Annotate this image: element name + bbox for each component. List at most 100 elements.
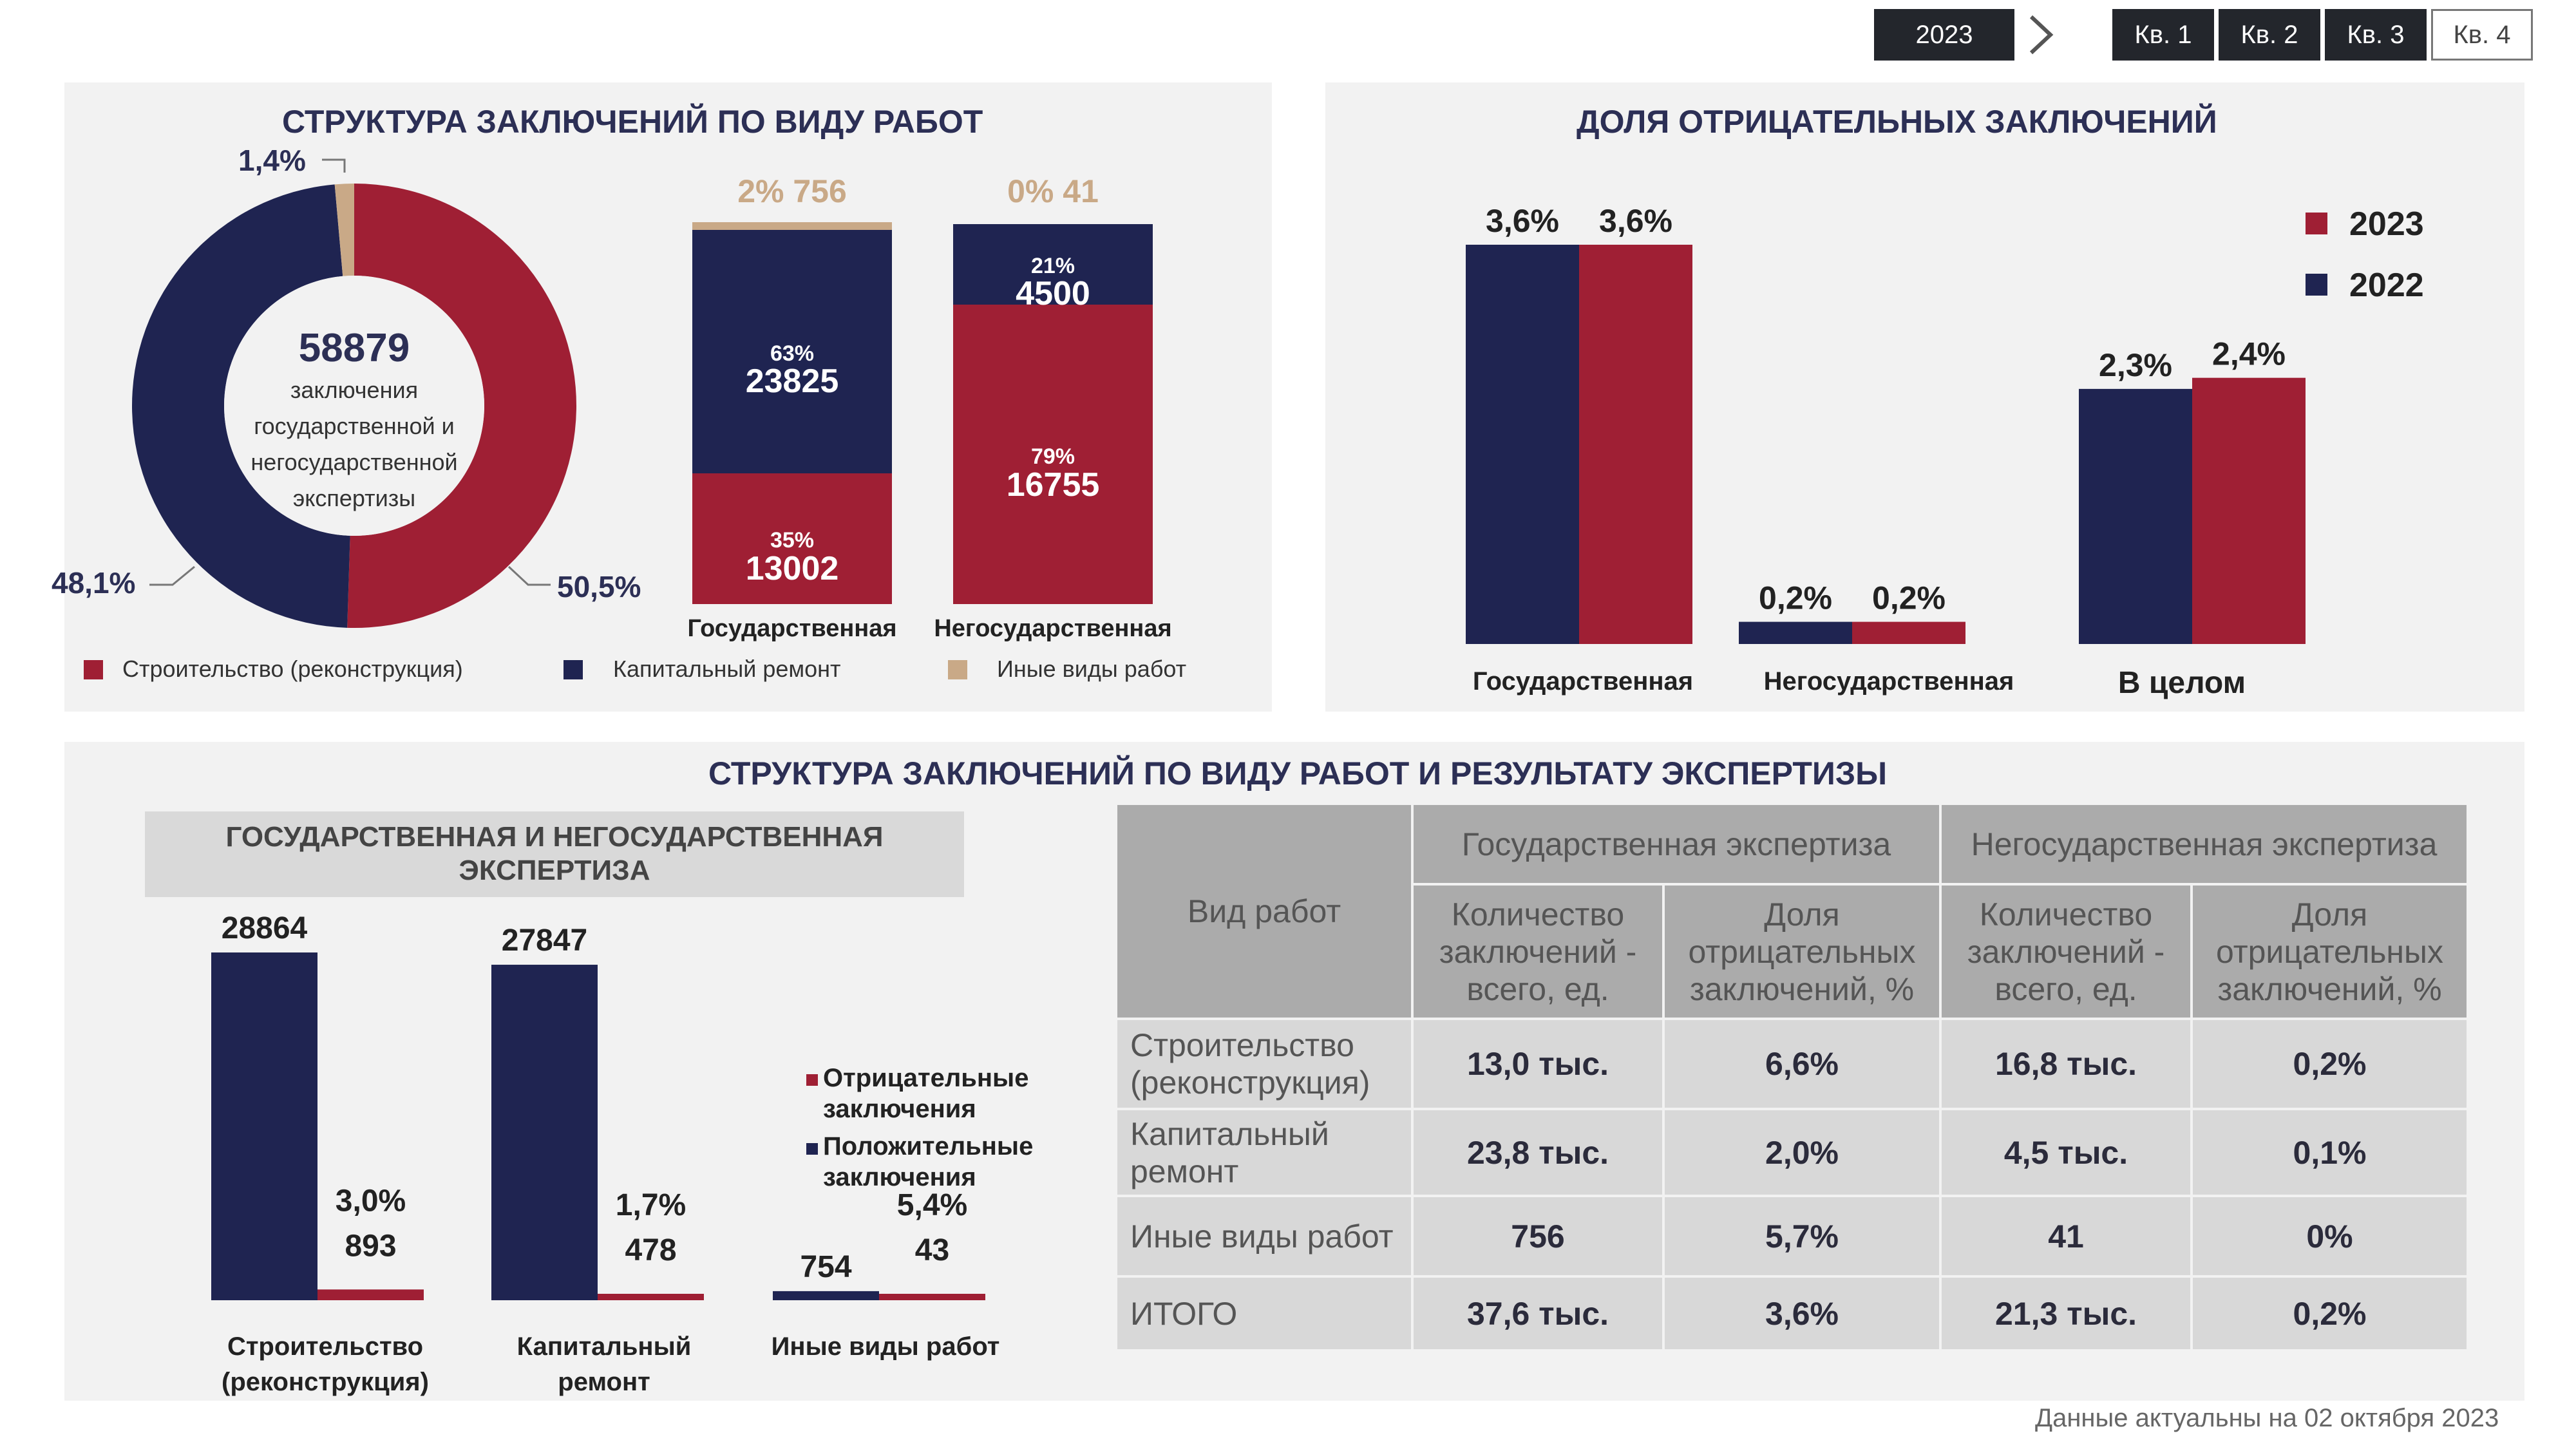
category-label: (реконструкция) — [222, 1368, 429, 1396]
stack-nongov-top-label: 0% 41 — [1007, 173, 1099, 209]
legend-label-2023: 2023 — [2349, 205, 2424, 243]
table-subheader-line: Количество — [1979, 896, 2153, 933]
quarter-button-4[interactable]: Кв. 4 — [2431, 9, 2533, 61]
bottom-title: СТРУКТУРА ЗАКЛЮЧЕНИЙ ПО ВИДУ РАБОТ И РЕЗ… — [708, 755, 1888, 791]
bar-2023-2 — [2192, 377, 2306, 644]
bar-positive-1 — [491, 965, 598, 1300]
stack-gov-repair-val: 23825 — [745, 363, 839, 400]
donut-segment-construction — [347, 184, 576, 628]
negative-share-chart: 3,6% 3,6% Государственная 0,2% 0,2% Негосудар… — [1325, 82, 2524, 712]
stack-gov-repair-pct: 63% — [770, 341, 815, 366]
stack-gov-top-label: 2% 756 — [737, 173, 847, 209]
table-cell: 756 — [1414, 1195, 1665, 1275]
stack-gov-repair — [692, 230, 892, 473]
donut-label-other: 1,4% — [238, 144, 306, 177]
table-cell: 6,6% — [1665, 1018, 1942, 1108]
legend-swatch-positive — [806, 1143, 818, 1155]
stack-gov-constr-val: 13002 — [745, 550, 839, 587]
negative-value-label: 478 — [625, 1233, 676, 1267]
year-selector[interactable]: 2023 — [1874, 9, 2014, 61]
chevron-right-icon[interactable] — [2022, 9, 2061, 61]
bar-value-label: 3,6% — [1599, 203, 1672, 239]
negative-value-label: 43 — [915, 1233, 949, 1267]
table-subheader-gov-count: Количество заключений - всего, ед. — [1414, 886, 1665, 1018]
table-cell: 41 — [1942, 1195, 2193, 1275]
positive-value-label: 28864 — [222, 911, 308, 945]
category-label: Иные виды работ — [772, 1332, 1000, 1361]
table-subheader-line: заключений - — [1439, 933, 1637, 970]
table-subheader-line: Доля — [1764, 896, 1840, 933]
legend-label-negative-2: заключения — [823, 1095, 976, 1123]
table-subheader-line: заключений - — [1967, 933, 2165, 970]
category-label: Капитальный — [517, 1332, 692, 1361]
category-label: Негосударственная — [1764, 667, 2014, 696]
table-row-label-line: ИТОГО — [1130, 1295, 1238, 1332]
bar-2022-2 — [2079, 388, 2192, 644]
table-row-label: ИТОГО — [1117, 1275, 1414, 1349]
donut-label-construction: 50,5% — [557, 570, 641, 603]
table-cell: 0,2% — [2193, 1275, 2467, 1349]
negative-pct-label: 1,7% — [616, 1188, 686, 1222]
table-cell: 0,1% — [2193, 1108, 2467, 1195]
table-cell: 0% — [2193, 1195, 2467, 1275]
table-cell: 37,6 тыс. — [1414, 1275, 1665, 1349]
legend-swatch-2022 — [2306, 274, 2327, 296]
table-cell: 16,8 тыс. — [1942, 1018, 2193, 1108]
stack-nongov-construction — [953, 305, 1153, 604]
stack-nongov-repair — [953, 224, 1153, 305]
table-row-label: Капитальный ремонт — [1117, 1108, 1414, 1195]
stack-gov-category: Государственная — [687, 615, 897, 642]
table-cell: 0,2% — [2193, 1018, 2467, 1108]
legend-label-repair: Капитальный ремонт — [613, 656, 841, 682]
table-subheader-gov-share: Доля отрицательных заключений, % — [1665, 886, 1942, 1018]
result-table: Вид работ Государственная экспертиза Нег… — [1117, 805, 2467, 1349]
quarter-button-3[interactable]: Кв. 3 — [2325, 9, 2427, 61]
bar-positive-0 — [211, 952, 317, 1300]
negative-pct-label: 3,0% — [336, 1184, 406, 1218]
bar-negative-2 — [879, 1294, 985, 1300]
donut-center-line1: заключения — [290, 377, 419, 403]
table-subheader-line: заключений, % — [2217, 971, 2442, 1007]
bar-value-label: 3,6% — [1486, 203, 1559, 239]
stack-nongov-repair-pct: 21% — [1030, 254, 1075, 278]
legend-label-2022: 2022 — [2349, 267, 2424, 304]
negative-title: ДОЛЯ ОТРИЦАТЕЛЬНЫХ ЗАКЛЮЧЕНИЙ — [1577, 104, 2217, 140]
donut-center-line3: негосударственной — [251, 449, 458, 475]
bar-value-label: 0,2% — [1759, 580, 1832, 616]
result-bar-chart: 28864 3,0% 893 Строительство (реконструкция)… — [64, 742, 1117, 1401]
table-row-label-line: Иные виды работ — [1130, 1218, 1394, 1255]
quarter-button-1[interactable]: Кв. 1 — [2112, 9, 2214, 61]
table-subheader-line: всего, ед. — [1994, 971, 2137, 1007]
bottom-subheader — [145, 811, 964, 897]
structure-title: СТРУКТУРА ЗАКЛЮЧЕНИЙ ПО ВИДУ РАБОТ — [282, 104, 983, 140]
legend-label-negative-1: Отрицательные — [823, 1064, 1029, 1092]
table-header-nongov: Негосударственная экспертиза — [1942, 805, 2467, 886]
stack-gov-other — [692, 222, 892, 230]
stack-gov-construction — [692, 473, 892, 604]
table-cell: 23,8 тыс. — [1414, 1108, 1665, 1195]
legend-swatch-repair — [564, 660, 583, 679]
negative-value-label: 893 — [345, 1229, 396, 1263]
table-subheader-line: отрицательных — [1688, 933, 1916, 970]
quarter-button-2[interactable]: Кв. 2 — [2219, 9, 2320, 61]
donut-label-repair: 48,1% — [52, 566, 136, 600]
category-label: В целом — [2118, 666, 2246, 700]
stack-nongov-constr-pct: 79% — [1030, 444, 1075, 469]
category-label: Строительство — [227, 1332, 423, 1361]
table-cell: 5,7% — [1665, 1195, 1942, 1275]
legend-label-positive-1: Положительные — [823, 1132, 1034, 1160]
legend-swatch-other — [948, 660, 967, 679]
table-subheader-line: Доля — [2291, 896, 2368, 933]
table-cell: 4,5 тыс. — [1942, 1108, 2193, 1195]
stack-gov-constr-pct: 35% — [770, 528, 815, 553]
category-label: Государственная — [1473, 667, 1693, 696]
table-cell: 13,0 тыс. — [1414, 1018, 1665, 1108]
table-subheader-line: заключений, % — [1689, 971, 1915, 1007]
table-header-gov: Государственная экспертиза — [1414, 805, 1942, 886]
table-cell: 21,3 тыс. — [1942, 1275, 2193, 1349]
donut-chart — [131, 184, 576, 628]
bar-2023-1 — [1852, 621, 1965, 644]
bar-negative-1 — [598, 1294, 704, 1300]
stack-nongov-category: Негосударственная — [934, 615, 1172, 642]
donut-segment-repair — [131, 184, 350, 628]
